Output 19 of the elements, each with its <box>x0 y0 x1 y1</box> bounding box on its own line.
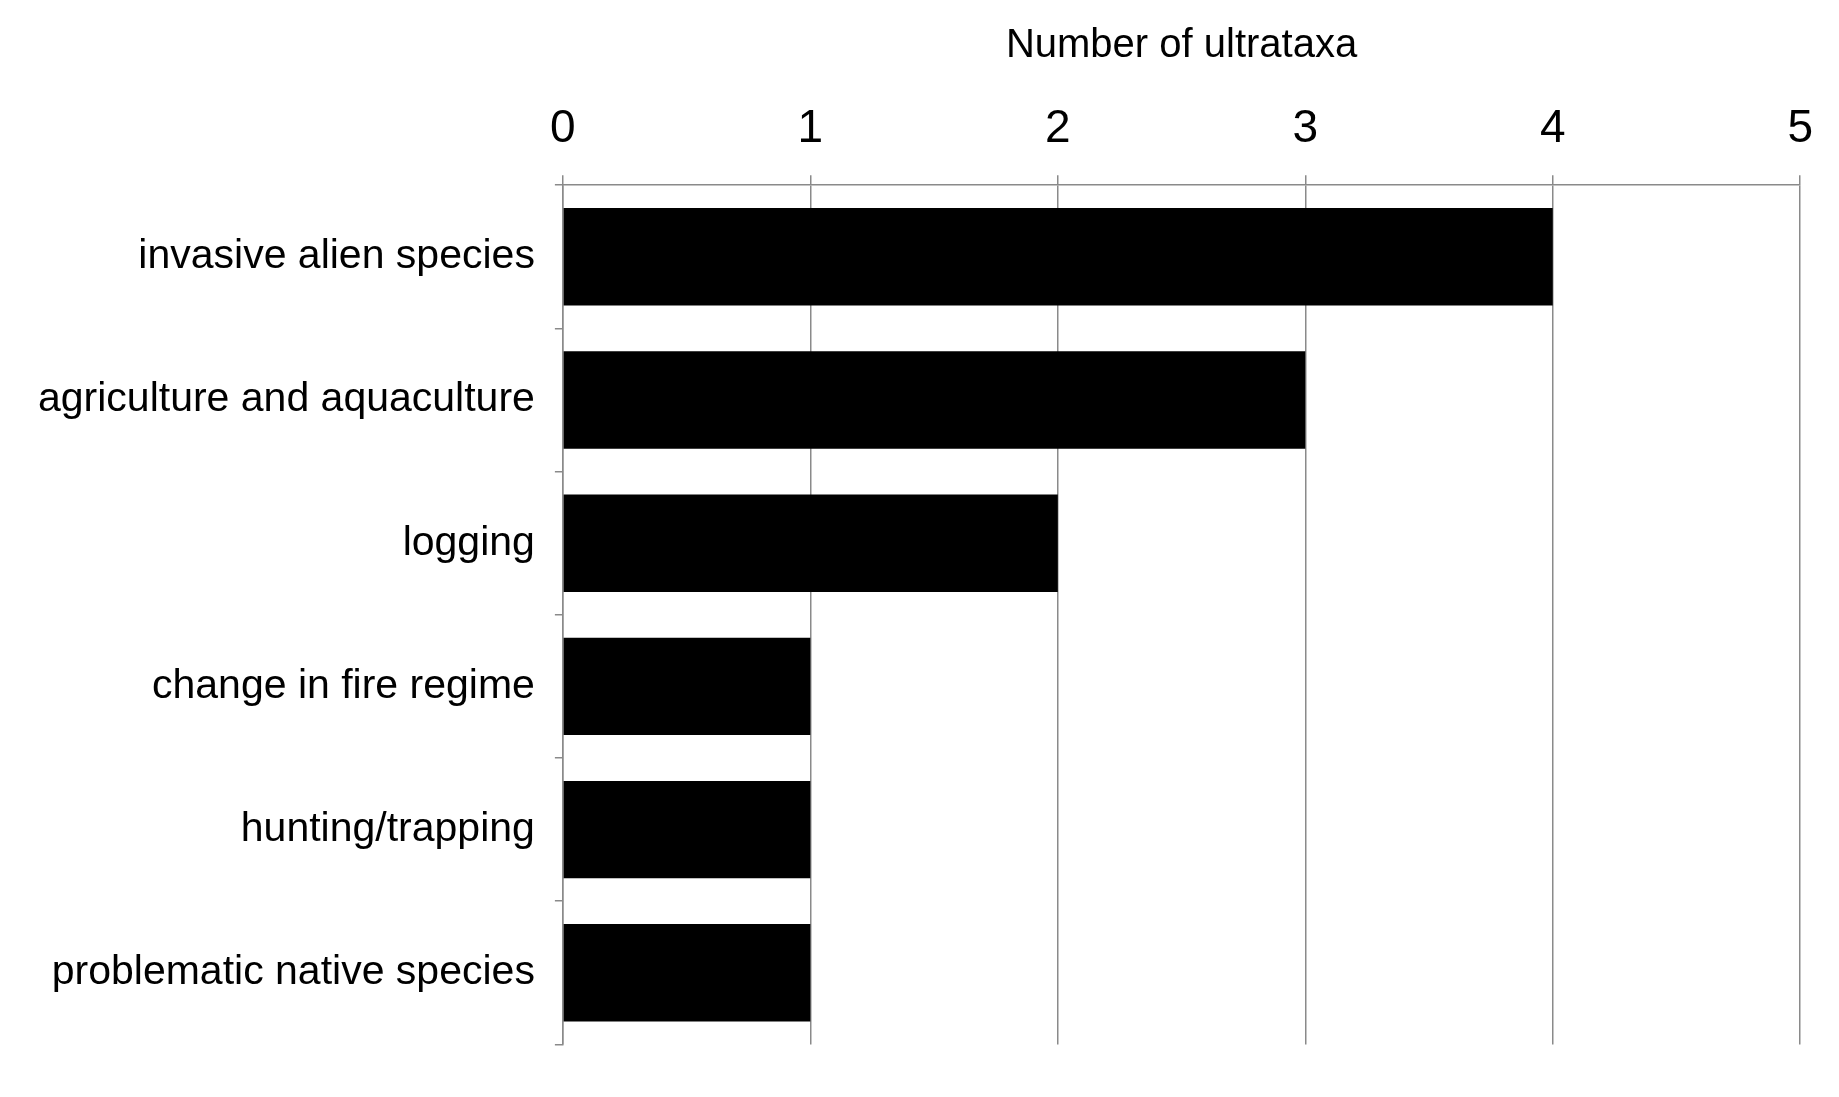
x-tick-label: 2 <box>1045 100 1071 153</box>
bar <box>563 351 1306 449</box>
y-tick-label: problematic native species <box>51 947 535 994</box>
bar <box>563 924 811 1022</box>
x-tick-label: 1 <box>797 100 824 153</box>
bar <box>563 637 811 736</box>
x-tick-label: 0 <box>550 100 576 153</box>
bar <box>563 208 1553 306</box>
y-tick-label: logging <box>402 517 535 564</box>
y-tick-label: agriculture and aquaculture <box>37 374 535 421</box>
x-tick-label: 4 <box>1539 100 1566 153</box>
bar <box>563 494 1058 592</box>
y-tick-label: change in fire regime <box>152 660 535 707</box>
x-tick-label: 3 <box>1292 100 1319 153</box>
bar <box>563 780 811 879</box>
y-tick-label: hunting/trapping <box>240 803 535 850</box>
x-axis-title: Number of ultrataxa <box>1005 21 1358 66</box>
x-tick-label: 5 <box>1787 100 1814 153</box>
y-tick-label: invasive alien species <box>138 231 535 278</box>
